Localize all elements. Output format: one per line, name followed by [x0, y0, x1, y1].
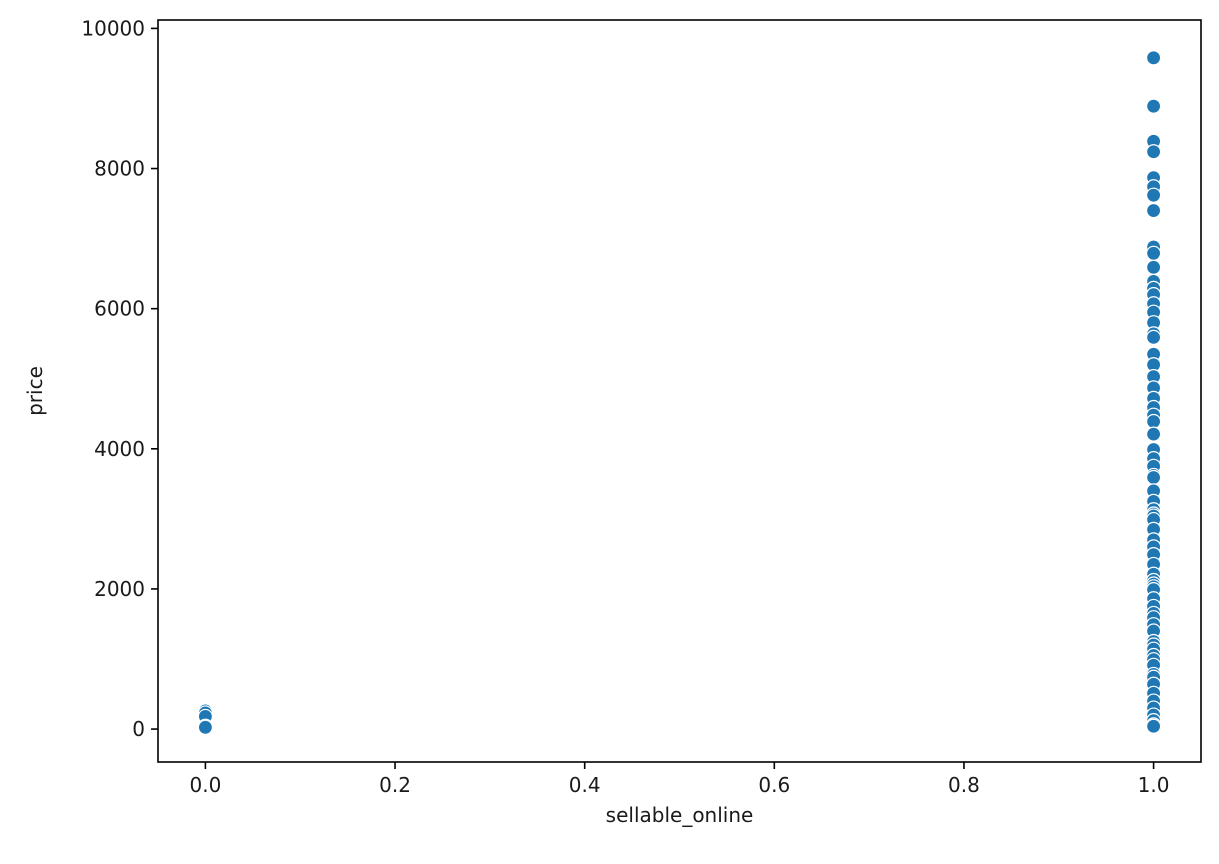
plot-frame [157, 19, 1202, 763]
data-point [1145, 469, 1162, 486]
x-tick-label: 0.8 [948, 773, 980, 797]
y-tick-label: 4000 [94, 437, 145, 461]
data-point [1145, 413, 1162, 430]
data-point [1145, 202, 1162, 219]
data-point [197, 719, 214, 735]
data-point [1145, 329, 1162, 345]
data-point [1145, 718, 1162, 734]
y-tick-label: 8000 [94, 157, 145, 181]
x-tick-label: 0.4 [569, 773, 601, 797]
x-axis-ticks: 0.0 0.2 0.4 0.6 0.8 1.0 [190, 762, 1170, 797]
data-point [1145, 259, 1162, 275]
x-axis-label: sellable_online [606, 803, 754, 827]
y-tick-label: 2000 [94, 577, 145, 601]
y-tick-label: 10000 [81, 16, 145, 40]
y-tick-label: 6000 [94, 297, 145, 321]
x-tick-label: 0.6 [758, 773, 790, 797]
data-point [1145, 426, 1162, 442]
y-axis-ticks: 0 2000 4000 6000 8000 10000 [81, 16, 158, 741]
y-axis-label: price [23, 366, 47, 416]
x-tick-label: 0.0 [190, 773, 222, 797]
data-point [1145, 98, 1162, 114]
y-tick-label: 0 [132, 717, 145, 741]
data-point [1145, 187, 1162, 203]
data-point [1145, 245, 1162, 261]
x-tick-label: 0.2 [379, 773, 411, 797]
data-point [1145, 50, 1162, 66]
x-tick-label: 1.0 [1138, 773, 1170, 797]
data-point [1145, 144, 1162, 160]
data-points [197, 50, 1162, 735]
